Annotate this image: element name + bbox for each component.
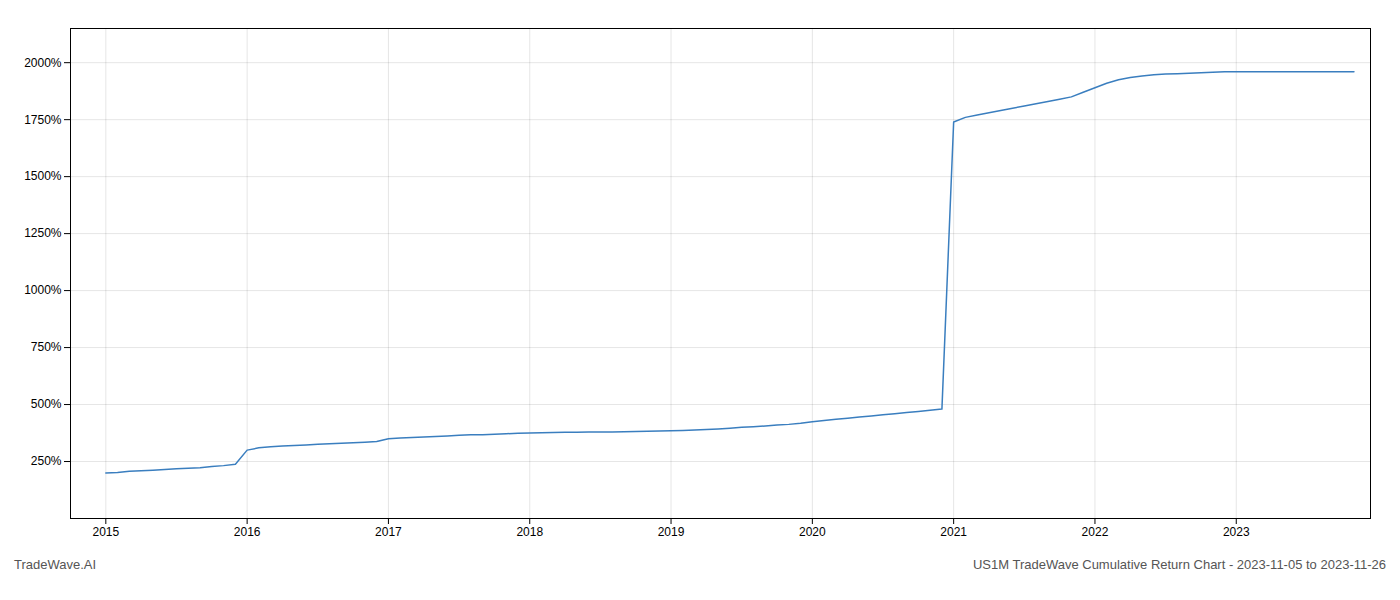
svg-text:1750%: 1750% <box>24 113 62 127</box>
svg-text:2021: 2021 <box>940 525 967 539</box>
svg-text:2018: 2018 <box>516 525 543 539</box>
svg-text:2022: 2022 <box>1082 525 1109 539</box>
svg-text:2000%: 2000% <box>24 56 62 70</box>
svg-text:2016: 2016 <box>234 525 261 539</box>
html-text:US1M TradeWave Cumulative Retu: US1M TradeWave Cumulative Return Chart -… <box>972 557 1386 572</box>
svg-text:750%: 750% <box>31 340 62 354</box>
svg-text:1500%: 1500% <box>24 169 62 183</box>
svg-text:500%: 500% <box>31 397 62 411</box>
svg-text:2023: 2023 <box>1223 525 1250 539</box>
html-text:TradeWave.AI: TradeWave.AI <box>14 557 97 572</box>
svg-text:2017: 2017 <box>375 525 402 539</box>
svg-text:250%: 250% <box>31 454 62 468</box>
svg-text:1000%: 1000% <box>24 283 62 297</box>
svg-text:2019: 2019 <box>658 525 685 539</box>
svg-text:1250%: 1250% <box>24 226 62 240</box>
svg-text:2020: 2020 <box>799 525 826 539</box>
svg-text:2015: 2015 <box>92 525 119 539</box>
